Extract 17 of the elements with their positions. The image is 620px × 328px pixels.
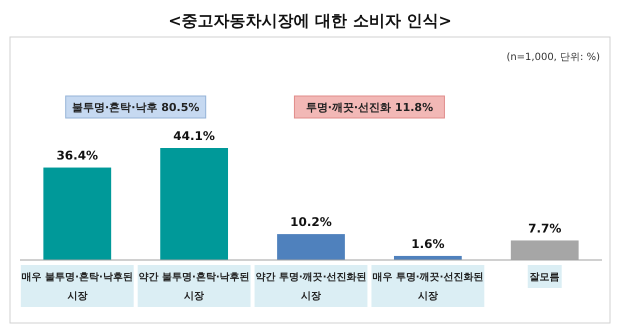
chart-title: <중고자동차시장에 대한 소비자 인식> bbox=[168, 11, 452, 30]
text: 투명·깨끗·선진화 11.8% bbox=[306, 101, 434, 114]
bar bbox=[160, 148, 228, 260]
bar bbox=[43, 168, 112, 260]
data-label: 36.4% bbox=[56, 148, 98, 163]
data-label: 10.2% bbox=[290, 215, 332, 230]
text: 불투명·혼탁·낙후 80.5% bbox=[72, 101, 200, 114]
text: (n=1,000, 단위: %) bbox=[506, 52, 600, 63]
x-tick-label: 약간 투명·깨끗·선진화된 시장 bbox=[255, 272, 367, 302]
x-tick-label: 매우 투명·깨끗·선진화된 시장 bbox=[372, 272, 484, 302]
x-tick-label: 약간 불투명·혼탁·낙후된 시장 bbox=[138, 272, 250, 302]
data-label: 1.6% bbox=[411, 236, 445, 251]
x-tick-label: 잘모름 bbox=[530, 272, 560, 283]
data-label: 44.1% bbox=[173, 129, 215, 143]
data-label: 7.7% bbox=[528, 221, 562, 236]
bar bbox=[277, 234, 345, 260]
x-tick-label: 매우 불투명·혼탁·낙후된 시장 bbox=[22, 272, 133, 302]
